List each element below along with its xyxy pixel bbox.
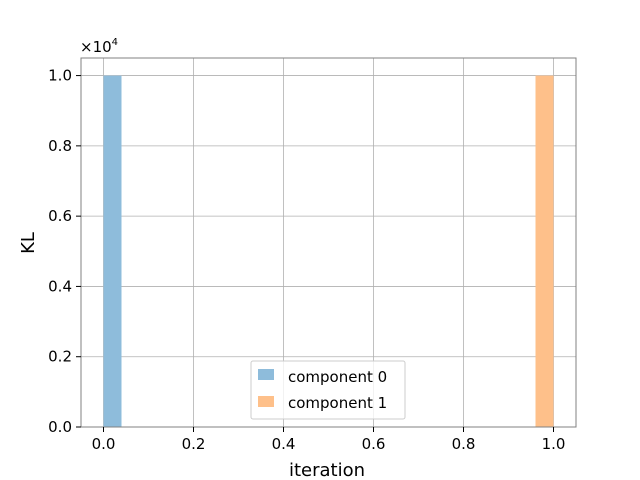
y-tick-label-5: 1.0 — [48, 67, 72, 85]
bar-component-0-0 — [103, 75, 122, 428]
y-tick-label-2: 0.4 — [48, 277, 72, 295]
y-tick-label-4: 0.8 — [48, 137, 72, 155]
x-axis-label: iteration — [289, 460, 365, 480]
x-tick-label-3: 0.6 — [362, 435, 386, 453]
legend: component 0 component 1 — [250, 360, 406, 420]
x-tick-label-0: 0.0 — [92, 435, 116, 453]
y-tick-label-0: 0.0 — [48, 418, 72, 436]
y-offset-base: ×10 — [80, 38, 112, 56]
legend-swatch-component-1 — [258, 396, 274, 407]
ticks: 0.0 0.2 0.4 0.6 0.8 1.0 0.0 0.2 0.4 0.6 0.8 1.0 — [48, 67, 565, 453]
x-tick-label-1: 0.2 — [182, 435, 206, 453]
y-offset-exponent: 4 — [112, 37, 118, 48]
legend-label-component-1: component 1 — [288, 394, 387, 412]
y-tick-label-3: 0.6 — [48, 207, 72, 225]
legend-label-component-0: component 0 — [288, 368, 387, 386]
x-tick-label-5: 1.0 — [542, 435, 566, 453]
bar-component-1-0 — [535, 75, 554, 428]
x-tick-label-2: 0.4 — [272, 435, 296, 453]
legend-box — [250, 360, 406, 420]
plot-frame — [80, 57, 577, 428]
x-tick-label-4: 0.8 — [452, 435, 476, 453]
y-offset-text: ×104 — [80, 37, 118, 56]
y-tick-label-1: 0.2 — [48, 348, 72, 366]
legend-swatch-component-0 — [258, 369, 274, 380]
bars — [103, 75, 554, 428]
y-axis-label: KL — [18, 232, 39, 254]
